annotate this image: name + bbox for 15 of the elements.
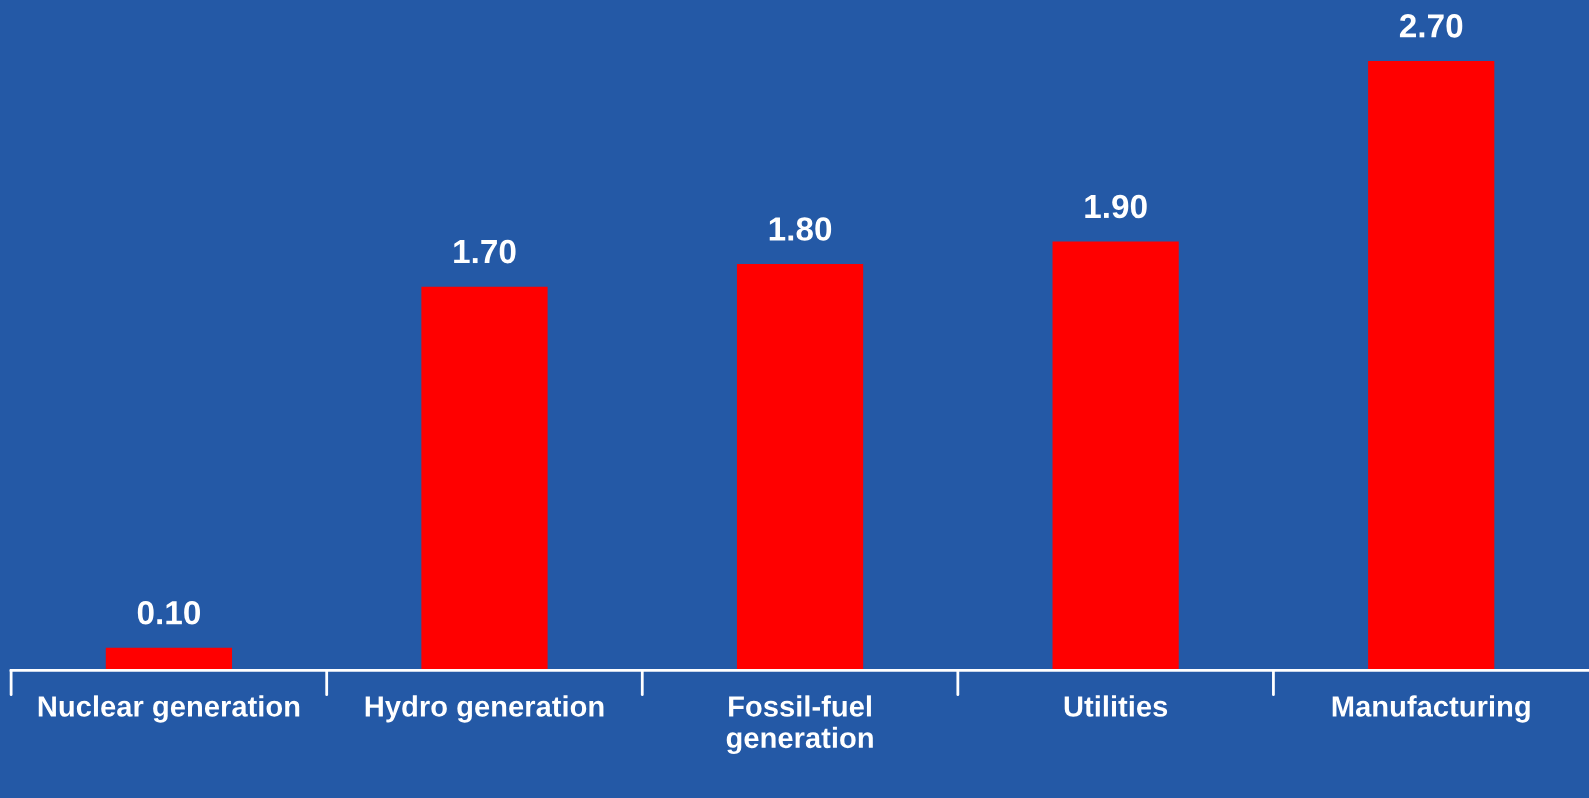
data-label: 0.10 [137, 600, 200, 625]
data-label: 1.90 [1085, 194, 1147, 219]
x-tick-label: Fossil-fuel generation [726, 695, 873, 755]
data-label: 1.80 [769, 217, 832, 241]
x-tick-label: Nuclear generation [38, 695, 300, 723]
bar [1052, 241, 1179, 671]
x-tick-label: Utilities [1064, 695, 1168, 717]
x-tick-label: Hydro generation [365, 695, 604, 723]
bar [736, 264, 864, 671]
bar [105, 647, 233, 671]
data-label: 1.70 [454, 239, 516, 264]
bar [421, 286, 548, 671]
bar [1368, 60, 1495, 671]
x-tick-label: Manufacturing [1332, 695, 1530, 723]
data-label: 2.70 [1399, 14, 1463, 38]
